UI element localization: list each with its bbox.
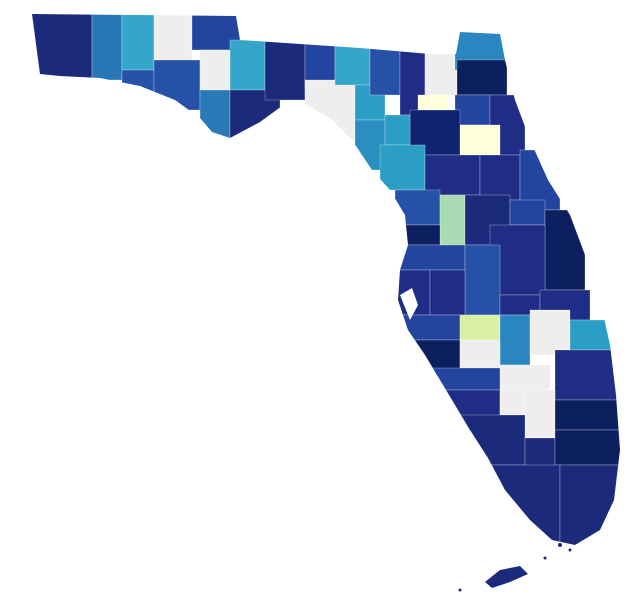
county (544, 209, 586, 291)
county (439, 194, 466, 251)
county (153, 59, 201, 111)
county (121, 69, 155, 101)
tampa-bay (400, 288, 418, 320)
county (459, 124, 501, 161)
county (394, 189, 441, 226)
county (499, 389, 526, 416)
county (499, 364, 551, 391)
county (424, 49, 458, 96)
county (464, 244, 501, 316)
county (399, 314, 461, 341)
county (429, 269, 466, 316)
county (91, 14, 123, 81)
island (458, 588, 462, 592)
county (559, 464, 620, 545)
county (459, 414, 526, 466)
county (479, 154, 521, 201)
county (529, 309, 571, 356)
county (384, 114, 411, 146)
county (524, 437, 556, 469)
island (543, 556, 547, 560)
county (554, 399, 620, 431)
county (459, 464, 561, 545)
county (199, 49, 231, 91)
county (456, 59, 508, 96)
counties (32, 14, 620, 545)
county (399, 224, 441, 246)
county (454, 94, 491, 126)
keys (485, 566, 528, 588)
county (429, 367, 501, 391)
county (32, 14, 93, 81)
county (424, 154, 481, 196)
county (334, 44, 371, 86)
county (569, 319, 620, 351)
county (264, 39, 306, 101)
county (459, 339, 501, 369)
county (554, 429, 620, 466)
county (394, 244, 466, 271)
county (379, 144, 426, 191)
county (229, 39, 266, 91)
county (509, 199, 546, 226)
county (369, 44, 401, 96)
island (558, 543, 562, 547)
county (499, 314, 531, 366)
county (524, 389, 556, 439)
county (459, 314, 501, 341)
county (199, 89, 231, 141)
county (554, 349, 620, 401)
county (153, 14, 193, 61)
island (568, 548, 572, 552)
county (304, 79, 356, 141)
county (121, 14, 155, 71)
